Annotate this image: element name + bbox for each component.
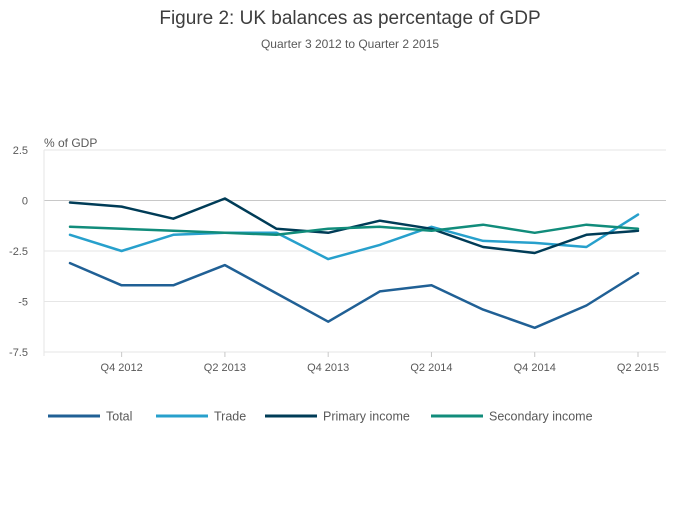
y-tick-label: -5 <box>18 297 28 309</box>
y-tick-label: -2.5 <box>9 246 28 258</box>
y-tick-label: 0 <box>22 196 28 208</box>
series-line-total <box>68 261 640 330</box>
chart-title: Figure 2: UK balances as percentage of G… <box>159 8 540 29</box>
x-tick-label: Q4 2012 <box>101 362 143 374</box>
series-line-secondary-income <box>68 223 640 237</box>
legend: Total Trade Primary income Secondary income <box>48 410 593 424</box>
x-tick-label: Q4 2014 <box>514 362 556 374</box>
legend-item-total[interactable]: Total <box>48 410 132 424</box>
legend-label: Total <box>106 410 132 424</box>
legend-label: Primary income <box>323 410 410 424</box>
tick-layer: 2.5 0 -2.5 -5 -7.5 Q4 2012 Q2 2013 Q4 2013 Q2 20… <box>9 145 659 374</box>
y-tick-label: 2.5 <box>13 145 28 157</box>
x-tick-label: Q2 2013 <box>204 362 246 374</box>
series-layer <box>68 197 640 330</box>
legend-label: Trade <box>214 410 246 424</box>
legend-item-trade[interactable]: Trade <box>156 410 246 424</box>
x-tick-label: Q2 2015 <box>617 362 659 374</box>
x-tick-label: Q2 2014 <box>410 362 452 374</box>
y-axis-label: % of GDP <box>44 136 97 150</box>
legend-item-primary-income[interactable]: Primary income <box>265 410 410 424</box>
x-tick-label: Q4 2013 <box>307 362 349 374</box>
chart-subtitle: Quarter 3 2012 to Quarter 2 2015 <box>261 37 439 51</box>
legend-label: Secondary income <box>489 410 593 424</box>
series-line-trade <box>68 213 640 261</box>
legend-item-secondary-income[interactable]: Secondary income <box>431 410 593 424</box>
y-tick-label: -7.5 <box>9 347 28 359</box>
